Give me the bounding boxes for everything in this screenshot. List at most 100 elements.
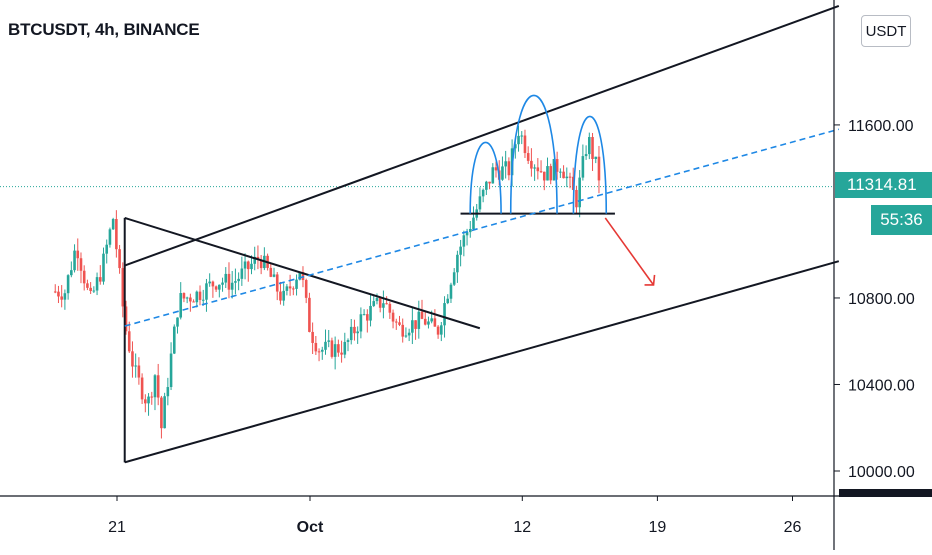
candle-body <box>208 281 211 284</box>
x-tick-label: 12 <box>513 519 531 536</box>
candle-body <box>456 254 459 273</box>
candle-body <box>127 331 131 352</box>
projection-arrow[interactable] <box>604 217 655 286</box>
candle-body <box>494 167 498 171</box>
candle-body <box>501 166 504 180</box>
candle-body <box>282 290 285 301</box>
candle-body <box>443 303 446 326</box>
candle-body <box>414 320 417 329</box>
candle-body <box>108 229 112 245</box>
candle-body <box>144 399 147 404</box>
candle-body <box>559 171 562 173</box>
candle-body <box>459 246 462 255</box>
pattern-arc[interactable] <box>469 141 502 214</box>
candle-body <box>63 293 67 300</box>
candle-body <box>57 291 60 297</box>
candle-body <box>401 324 405 337</box>
currency-button[interactable]: USDT <box>861 15 911 47</box>
candle-body <box>185 297 189 299</box>
candle-body <box>491 167 495 184</box>
y-tick-label: 11600.00 <box>848 118 914 135</box>
bar-countdown-label: 55:36 <box>871 205 932 235</box>
candle-body <box>546 166 549 181</box>
candle-body <box>398 322 401 325</box>
candle-body <box>124 306 128 332</box>
pattern-arc[interactable] <box>572 115 608 214</box>
candle-body <box>478 196 482 210</box>
candle-body <box>169 353 173 388</box>
candle-body <box>317 351 321 353</box>
candle-body <box>485 181 488 190</box>
candle-body <box>404 335 408 337</box>
candle-body <box>423 318 427 325</box>
candle-body <box>346 340 350 342</box>
candle-body <box>555 159 559 172</box>
candle-body <box>105 244 109 254</box>
candle-body <box>369 305 372 321</box>
candle-body <box>385 303 388 305</box>
candle-body <box>542 171 546 181</box>
candle-body <box>562 171 565 179</box>
candle-body <box>272 274 276 277</box>
candle-body <box>285 286 289 291</box>
candle-body <box>288 286 292 289</box>
candle-body <box>279 291 282 301</box>
candle-body <box>76 250 80 259</box>
candle-body <box>594 156 598 160</box>
candle-body <box>259 259 263 269</box>
candle-body <box>517 135 520 145</box>
candle-body <box>243 261 247 269</box>
trend-line-upper-channel[interactable] <box>124 5 840 267</box>
candle-body <box>176 317 179 327</box>
trend-line-triangle-top[interactable] <box>124 216 481 330</box>
candle-body <box>211 281 215 287</box>
candle-body <box>95 277 99 291</box>
candle-body <box>92 290 96 292</box>
candle-body <box>514 144 517 149</box>
candle-body <box>308 297 311 332</box>
candle-body <box>224 273 228 283</box>
candle-body <box>353 326 356 334</box>
candle-body <box>362 314 366 316</box>
candle-body <box>60 296 63 300</box>
candle-body <box>234 281 237 283</box>
candle-body <box>70 270 73 276</box>
candle-body <box>269 267 273 277</box>
candle-body <box>465 232 469 236</box>
candle-body <box>337 344 340 353</box>
candle-body <box>230 282 234 290</box>
candle-body <box>89 287 92 292</box>
candle-body <box>588 137 591 155</box>
candle-body <box>250 263 253 270</box>
candles <box>53 125 601 439</box>
candle-body <box>468 228 472 233</box>
candle-body <box>156 375 160 398</box>
candle-body <box>597 156 601 181</box>
candle-body <box>179 293 183 318</box>
candle-body <box>568 176 572 178</box>
trend-line-lower-channel[interactable] <box>124 260 840 464</box>
candle-body <box>391 312 395 322</box>
pattern-arc[interactable] <box>509 94 558 214</box>
candle-body <box>172 326 176 354</box>
candle-body <box>320 349 324 352</box>
candle-body <box>150 396 154 398</box>
candle-body <box>311 331 314 343</box>
candle-body <box>118 249 121 269</box>
candle-body <box>227 273 231 290</box>
candle-body <box>378 297 382 308</box>
candle-body <box>472 217 475 229</box>
candle-body <box>575 189 578 208</box>
x-tick-label: 19 <box>649 519 667 536</box>
candle-body <box>552 159 556 181</box>
candle-body <box>324 341 327 350</box>
candle-body <box>73 250 76 271</box>
candle-body <box>417 311 421 329</box>
channel-midline[interactable] <box>124 128 840 327</box>
symbol-title: BTCUSDT, 4h, BINANCE <box>8 20 200 39</box>
candle-body <box>275 274 279 292</box>
candle-body <box>140 377 144 400</box>
arrow-head <box>644 274 656 286</box>
